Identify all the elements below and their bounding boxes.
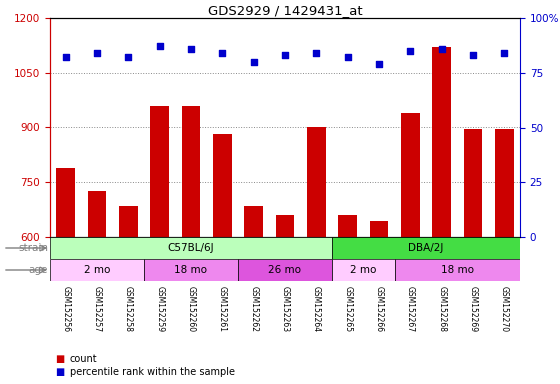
Point bbox=[218, 50, 227, 56]
Bar bbox=[181, 106, 200, 237]
Point bbox=[375, 61, 384, 67]
Text: GSM152269: GSM152269 bbox=[469, 286, 478, 333]
Point bbox=[469, 52, 478, 58]
Bar bbox=[395, 259, 520, 281]
Point bbox=[343, 55, 352, 61]
Bar bbox=[276, 215, 295, 237]
Bar bbox=[119, 206, 138, 237]
Point bbox=[186, 46, 195, 52]
Text: GSM152259: GSM152259 bbox=[155, 286, 164, 333]
Text: age: age bbox=[29, 265, 48, 275]
Point bbox=[61, 55, 70, 61]
Text: ■: ■ bbox=[55, 367, 65, 377]
Bar bbox=[432, 47, 451, 237]
Text: ■: ■ bbox=[55, 354, 65, 364]
Text: GSM152266: GSM152266 bbox=[375, 286, 384, 333]
Point bbox=[92, 50, 101, 56]
Text: GSM152258: GSM152258 bbox=[124, 286, 133, 333]
Bar bbox=[238, 259, 332, 281]
Bar bbox=[56, 168, 75, 237]
Text: GSM152263: GSM152263 bbox=[281, 286, 290, 333]
Text: GSM152260: GSM152260 bbox=[186, 286, 195, 333]
Bar bbox=[495, 129, 514, 237]
Bar bbox=[332, 237, 520, 259]
Bar bbox=[332, 259, 395, 281]
Text: GSM152261: GSM152261 bbox=[218, 286, 227, 333]
Bar bbox=[144, 259, 238, 281]
Text: 26 mo: 26 mo bbox=[268, 265, 301, 275]
Text: GSM152257: GSM152257 bbox=[92, 286, 101, 333]
Text: DBA/2J: DBA/2J bbox=[408, 243, 444, 253]
Bar bbox=[338, 215, 357, 237]
Text: percentile rank within the sample: percentile rank within the sample bbox=[69, 367, 235, 377]
Point bbox=[312, 50, 321, 56]
Bar bbox=[50, 259, 144, 281]
Point bbox=[249, 59, 258, 65]
Text: 18 mo: 18 mo bbox=[175, 265, 208, 275]
Point bbox=[124, 55, 133, 61]
Bar bbox=[87, 191, 106, 237]
Point bbox=[500, 50, 509, 56]
Bar bbox=[150, 106, 169, 237]
Text: 2 mo: 2 mo bbox=[84, 265, 110, 275]
Point bbox=[155, 43, 164, 50]
Text: C57BL/6J: C57BL/6J bbox=[167, 243, 214, 253]
Point bbox=[281, 52, 290, 58]
Bar bbox=[244, 206, 263, 237]
Bar bbox=[370, 221, 389, 237]
Text: GSM152265: GSM152265 bbox=[343, 286, 352, 333]
Text: GDS2929 / 1429431_at: GDS2929 / 1429431_at bbox=[208, 4, 362, 17]
Point bbox=[406, 48, 415, 54]
Text: GSM152262: GSM152262 bbox=[249, 286, 258, 333]
Text: 18 mo: 18 mo bbox=[441, 265, 474, 275]
Text: strain: strain bbox=[18, 243, 48, 253]
Text: GSM152264: GSM152264 bbox=[312, 286, 321, 333]
Bar bbox=[307, 127, 326, 237]
Point bbox=[437, 46, 446, 52]
Text: count: count bbox=[69, 354, 97, 364]
Bar bbox=[401, 113, 420, 237]
Text: GSM152268: GSM152268 bbox=[437, 286, 446, 333]
Bar bbox=[464, 129, 482, 237]
Text: GSM152267: GSM152267 bbox=[406, 286, 415, 333]
Bar bbox=[213, 134, 232, 237]
Text: GSM152256: GSM152256 bbox=[61, 286, 70, 333]
Bar bbox=[50, 237, 332, 259]
Text: 2 mo: 2 mo bbox=[350, 265, 376, 275]
Text: GSM152270: GSM152270 bbox=[500, 286, 509, 333]
